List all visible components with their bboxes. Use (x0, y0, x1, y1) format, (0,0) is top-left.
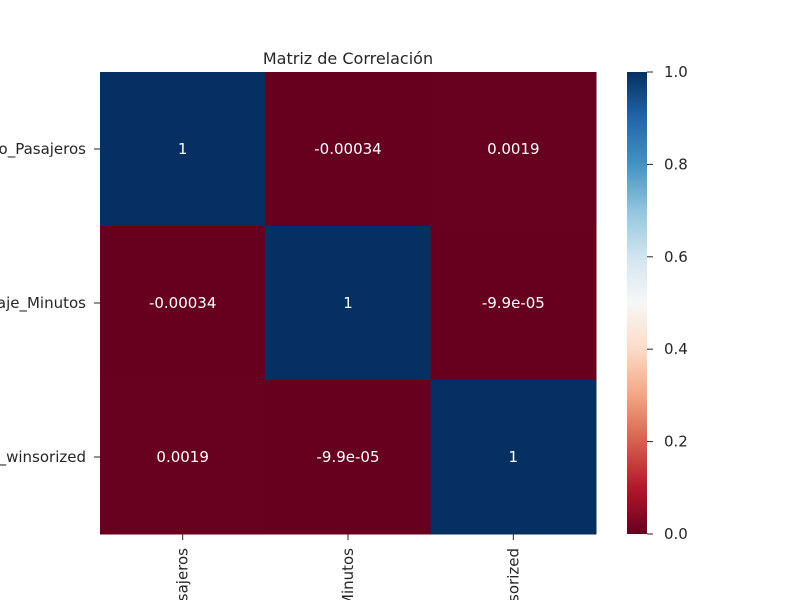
row-tick-label: s_winsorized (0, 448, 86, 467)
cell-value-label: -9.9e-05 (482, 294, 545, 312)
heatmap-cell (430, 380, 597, 535)
heatmap-cell (100, 72, 266, 227)
colorbar-tick-label: 0.4 (664, 340, 688, 358)
colorbar-tick-label: 0.6 (664, 248, 688, 266)
colorbar-tick-label: 0.8 (664, 155, 688, 173)
heatmap-cell-labels: 1 -0.00034 0.0019 -0.00034 1 -9.9e-05 0.0019 -9… (149, 140, 545, 466)
colorbar-tick-label: 1.0 (664, 63, 688, 81)
heatmap-cell (100, 380, 266, 535)
cell-value-label: -9.9e-05 (317, 448, 380, 466)
heatmap-cell (430, 72, 597, 227)
heatmap-cell (265, 226, 432, 381)
heatmap-cell (265, 380, 432, 535)
colorbar-tick-label: 0.2 (664, 433, 688, 451)
cell-value-label: 0.0019 (487, 140, 540, 158)
column-tick-label: sorized (504, 548, 522, 600)
colorbar: 0.0 0.2 0.4 0.6 0.8 1.0 (627, 63, 688, 543)
heatmap-cell (265, 72, 432, 227)
chart-title: Matriz de Correlación (263, 49, 433, 68)
colorbar-tick-label: 0.0 (664, 525, 688, 543)
colorbar-ticks: 0.0 0.2 0.4 0.6 0.8 1.0 (647, 63, 688, 543)
cell-value-label: -0.00034 (314, 140, 381, 158)
cell-value-label: 0.0019 (156, 448, 209, 466)
heatmap-cell (100, 226, 266, 381)
column-tick-label: sajeros (174, 548, 192, 600)
row-tick-labels: o_Pasajeros iaje_Minutos s_winsorized (0, 140, 100, 467)
cell-value-label: -0.00034 (149, 294, 216, 312)
cell-value-label: 1 (178, 140, 188, 158)
cell-value-label: 1 (509, 448, 519, 466)
column-tick-label: Minutos (339, 548, 357, 600)
heatmap-cells (100, 72, 597, 535)
colorbar-gradient (627, 72, 647, 534)
heatmap-cell (430, 226, 597, 381)
cell-value-label: 1 (343, 294, 353, 312)
row-tick-label: o_Pasajeros (0, 140, 86, 159)
row-tick-label: iaje_Minutos (0, 294, 86, 313)
column-tick-labels: sajeros Minutos sorized (174, 534, 522, 604)
